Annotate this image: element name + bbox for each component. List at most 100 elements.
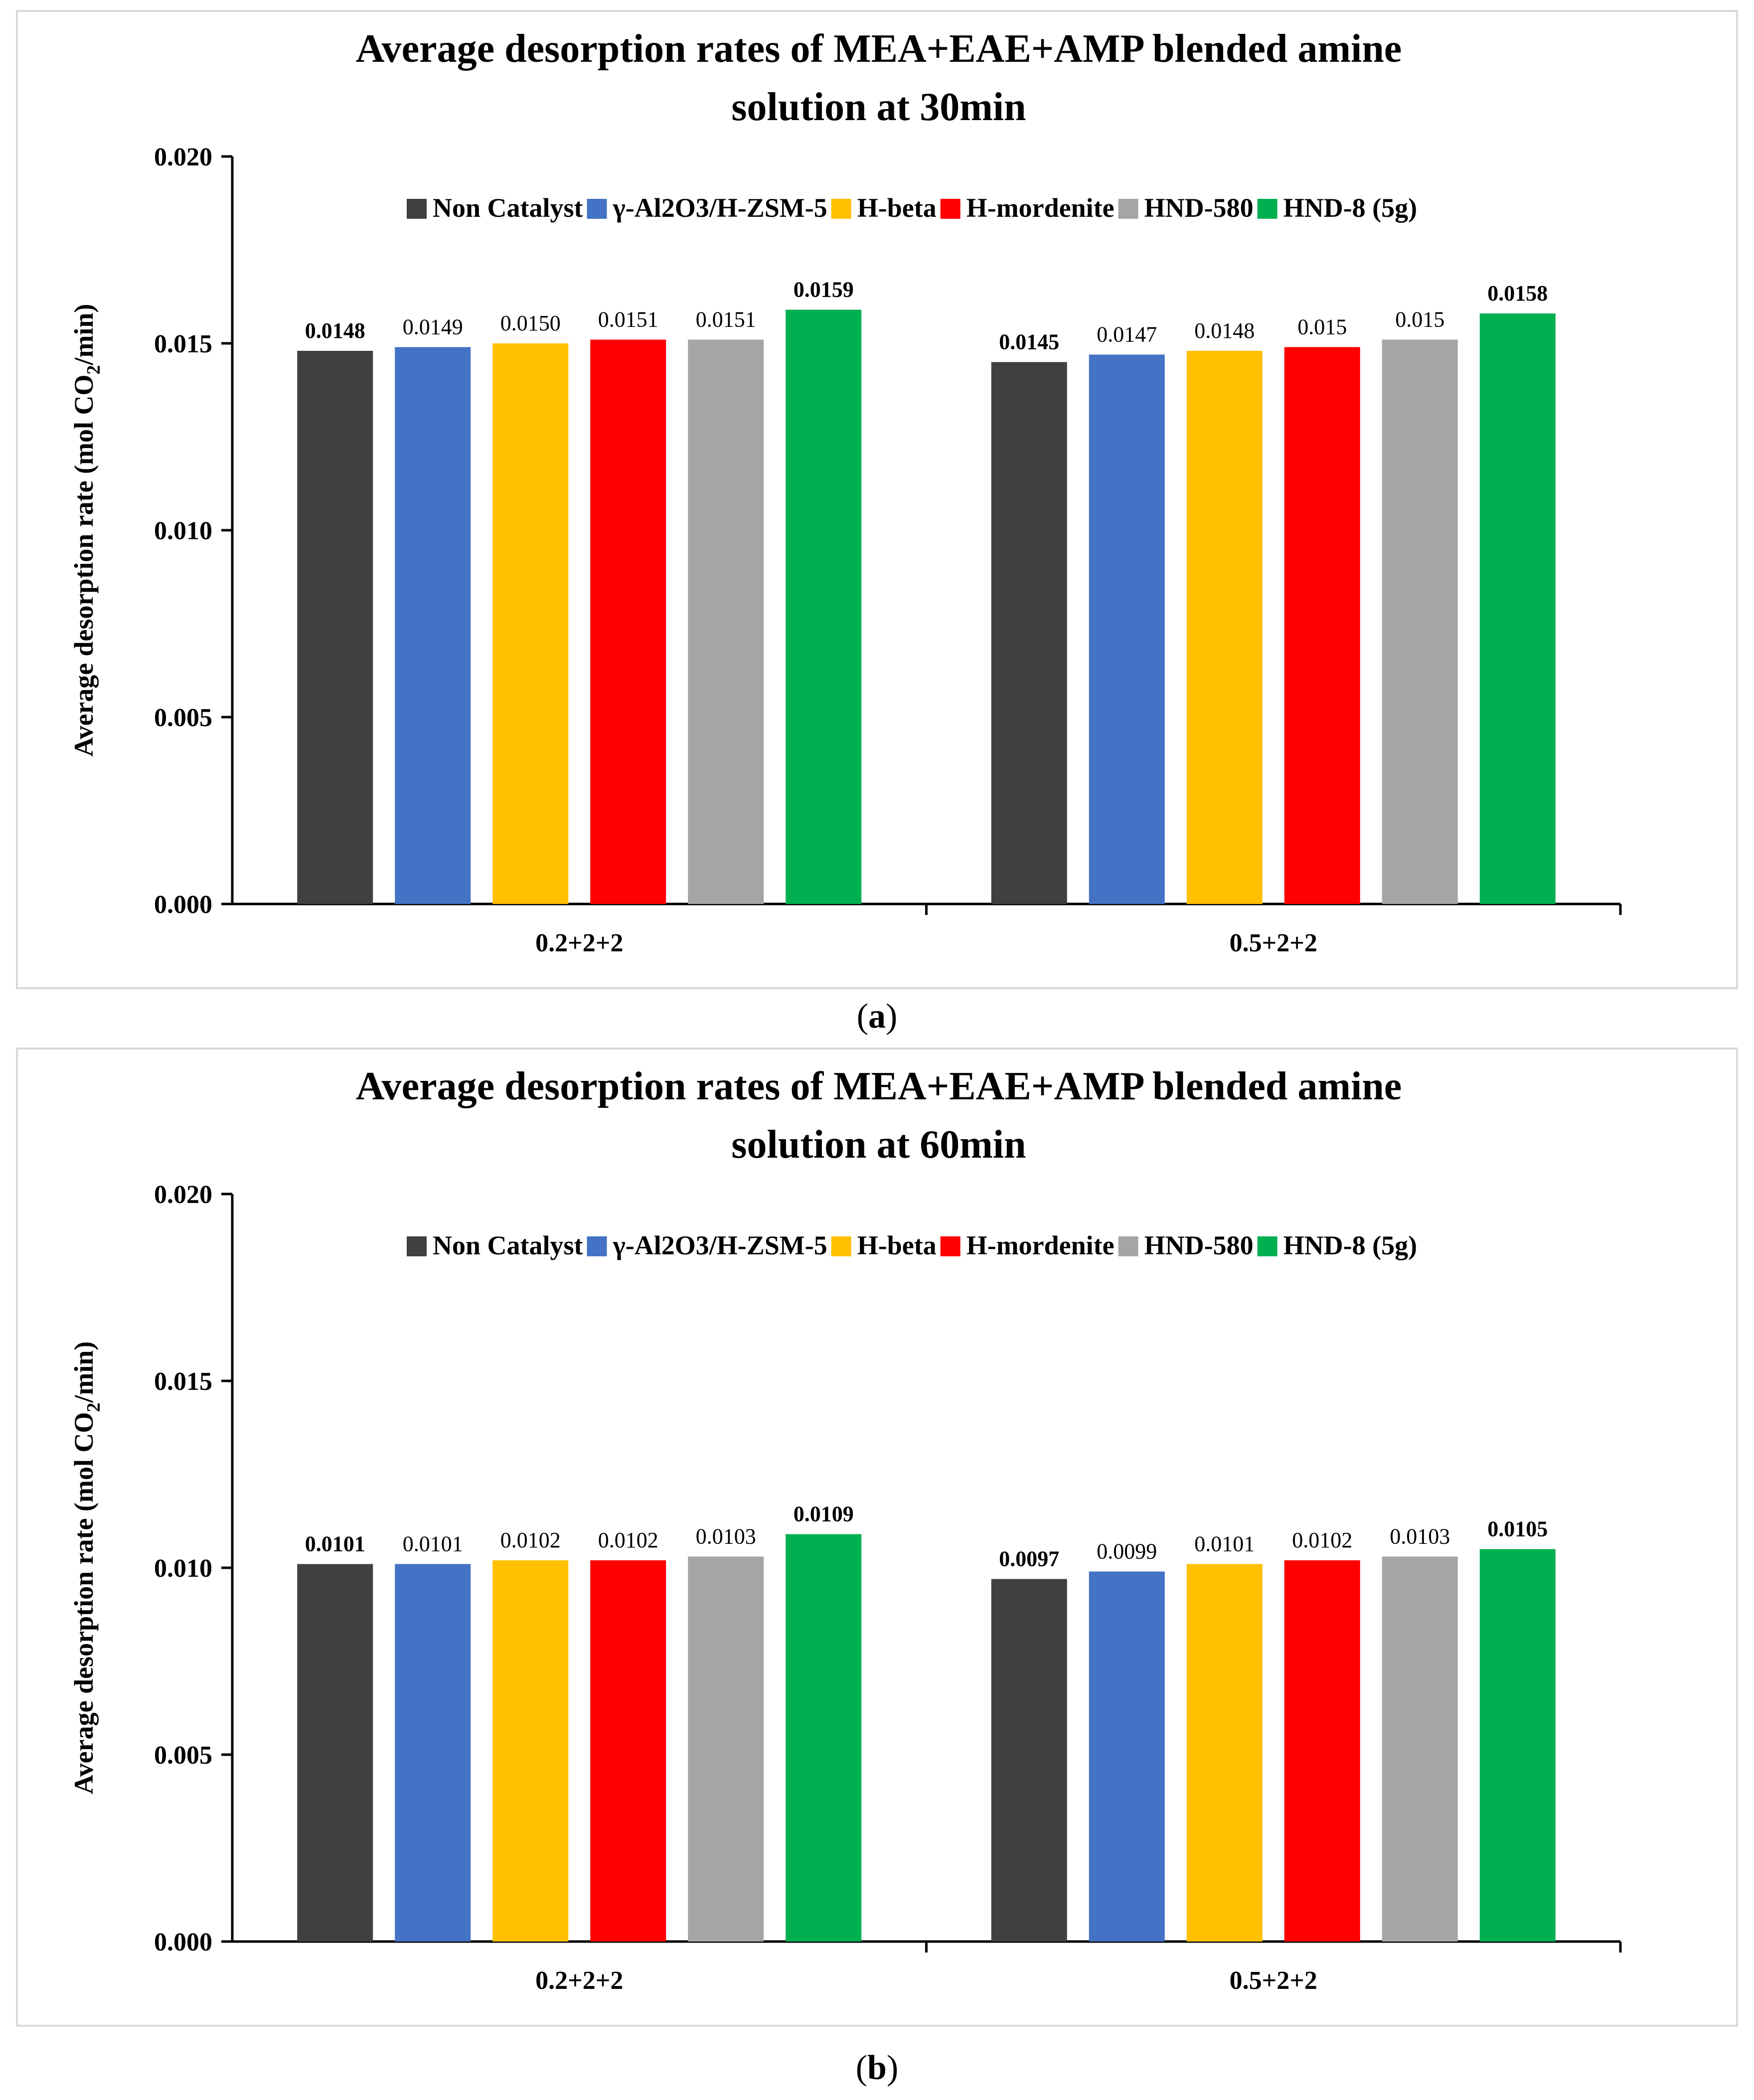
bar-value-label: 0.0099	[1097, 1539, 1157, 1564]
y-tick-label: 0.020	[154, 143, 212, 171]
y-tick-label: 0.010	[154, 1554, 212, 1583]
bar-value-label: 0.0150	[500, 311, 561, 335]
bar-value-label: 0.0103	[696, 1524, 756, 1549]
bar-hnd-580	[1382, 339, 1458, 904]
y-tick-label: 0.000	[154, 891, 212, 919]
legend-label: Non Catalyst	[433, 193, 583, 223]
bar-non-catalyst	[297, 351, 373, 904]
bar-value-label: 0.0147	[1097, 322, 1157, 347]
bar-value-label: 0.015	[1297, 315, 1347, 339]
y-tick-label: 0.005	[154, 1741, 212, 1770]
bar--al2o3-h-zsm-5	[1089, 354, 1165, 904]
legend-swatch	[1118, 199, 1138, 219]
legend-swatch	[1257, 199, 1277, 219]
legend-label: HND-580	[1144, 1230, 1254, 1260]
legend-swatch	[1257, 1236, 1277, 1256]
bar-value-label: 0.0103	[1390, 1524, 1450, 1549]
chart-panel-b: Average desorption rates of MEA+EAE+AMP …	[16, 1048, 1738, 2027]
bar-value-label: 0.0109	[794, 1502, 854, 1526]
bar-value-label: 0.0101	[1194, 1532, 1255, 1556]
x-category-label: 0.2+2+2	[535, 1966, 623, 1995]
bar-value-label: 0.0145	[999, 330, 1059, 354]
bar-value-label: 0.015	[1395, 307, 1444, 332]
bar-value-label: 0.0105	[1487, 1517, 1548, 1541]
bar-value-label: 0.0102	[500, 1528, 561, 1552]
bar-value-label: 0.0151	[696, 307, 756, 332]
bar-hnd-580	[688, 339, 764, 904]
legend-label: H-beta	[857, 1230, 937, 1260]
legend-swatch	[407, 1236, 427, 1256]
y-axis-label-text: Average desorption rate (mol CO	[69, 375, 99, 757]
bar-h-beta	[1186, 1564, 1263, 1942]
bar-value-label: 0.0102	[598, 1528, 658, 1552]
bar-value-label: 0.0158	[1487, 281, 1548, 305]
legend-label: γ-Al2O3/H-ZSM-5	[613, 1230, 827, 1260]
bar-value-label: 0.0101	[305, 1532, 365, 1556]
bar-h-beta	[492, 1560, 569, 1942]
bar-chart-60min: Average desorption rates of MEA+EAE+AMP …	[69, 1064, 1622, 1995]
y-axis-label-text: Average desorption rate (mol CO	[69, 1412, 99, 1795]
legend-label: H-mordenite	[966, 193, 1115, 223]
y-axis-label-end: /min)	[69, 304, 99, 366]
bar-h-mordenite	[590, 1560, 666, 1942]
bar-value-label: 0.0101	[403, 1532, 463, 1556]
bar--al2o3-h-zsm-5	[395, 1564, 471, 1942]
bar-hnd-8-5g-	[786, 309, 862, 904]
chart-title-line1: Average desorption rates of MEA+EAE+AMP …	[356, 1064, 1402, 1108]
x-category-label: 0.5+2+2	[1230, 929, 1317, 957]
legend-label: HND-8 (5g)	[1283, 1230, 1417, 1260]
y-axis-label: Average desorption rate (mol CO2/min)	[69, 1342, 104, 1795]
legend-swatch	[587, 1236, 607, 1256]
y-axis-label: Average desorption rate (mol CO2/min)	[69, 304, 104, 757]
legend: Non Catalyst γ-Al2O3/H-ZSM-5 H-beta H-morde…	[407, 1230, 1417, 1260]
legend-label: HND-580	[1144, 193, 1254, 223]
chart-title-line2: solution at 30min	[731, 85, 1026, 129]
y-tick-label: 0.005	[154, 704, 212, 732]
chart-title-line1: Average desorption rates of MEA+EAE+AMP …	[356, 27, 1402, 71]
y-tick-label: 0.000	[154, 1928, 212, 1956]
legend-swatch	[407, 199, 427, 219]
caption-a: (a)	[856, 997, 898, 1036]
y-axis-label-subscript: 2	[83, 1403, 104, 1412]
bar-h-mordenite	[590, 339, 666, 904]
bar-value-label: 0.0148	[1194, 318, 1255, 343]
bar-chart-30min: Average desorption rates of MEA+EAE+AMP …	[69, 27, 1622, 957]
legend-swatch	[831, 199, 851, 219]
bar-h-mordenite	[1284, 1560, 1360, 1942]
y-tick-label: 0.020	[154, 1181, 212, 1209]
bar-hnd-8-5g-	[1479, 313, 1556, 904]
y-tick-label: 0.015	[154, 1367, 212, 1396]
legend-label: HND-8 (5g)	[1283, 193, 1417, 223]
legend-label: γ-Al2O3/H-ZSM-5	[613, 193, 827, 223]
bar-hnd-580	[1382, 1556, 1458, 1942]
x-category-label: 0.2+2+2	[535, 929, 623, 957]
bar-value-label: 0.0149	[403, 315, 463, 339]
bar-h-beta	[492, 343, 569, 904]
legend-swatch	[587, 199, 607, 219]
bar-non-catalyst	[991, 362, 1067, 904]
legend-swatch	[940, 199, 960, 219]
bar-hnd-8-5g-	[786, 1534, 862, 1942]
bar-non-catalyst	[297, 1564, 373, 1942]
bar-h-beta	[1186, 351, 1263, 904]
bar-hnd-8-5g-	[1479, 1549, 1556, 1942]
legend-swatch	[831, 1236, 851, 1256]
x-category-label: 0.5+2+2	[1230, 1966, 1317, 1995]
bar-value-label: 0.0102	[1292, 1528, 1352, 1552]
bar-non-catalyst	[991, 1579, 1067, 1942]
bar-value-label: 0.0097	[999, 1547, 1059, 1571]
legend-label: Non Catalyst	[433, 1230, 583, 1260]
legend-label: H-mordenite	[966, 1230, 1115, 1260]
legend-swatch	[1118, 1236, 1138, 1256]
bar-h-mordenite	[1284, 347, 1360, 904]
bar-value-label: 0.0148	[305, 318, 365, 343]
y-axis-label-end: /min)	[69, 1342, 99, 1403]
legend: Non Catalyst γ-Al2O3/H-ZSM-5 H-beta H-morde…	[407, 193, 1417, 223]
chart-panel-a: Average desorption rates of MEA+EAE+AMP …	[16, 10, 1738, 989]
legend-swatch	[940, 1236, 960, 1256]
legend-label: H-beta	[857, 193, 937, 223]
bar-value-label: 0.0151	[598, 307, 658, 332]
bar--al2o3-h-zsm-5	[395, 347, 471, 904]
bar-hnd-580	[688, 1556, 764, 1942]
bar-value-label: 0.0159	[794, 278, 854, 302]
